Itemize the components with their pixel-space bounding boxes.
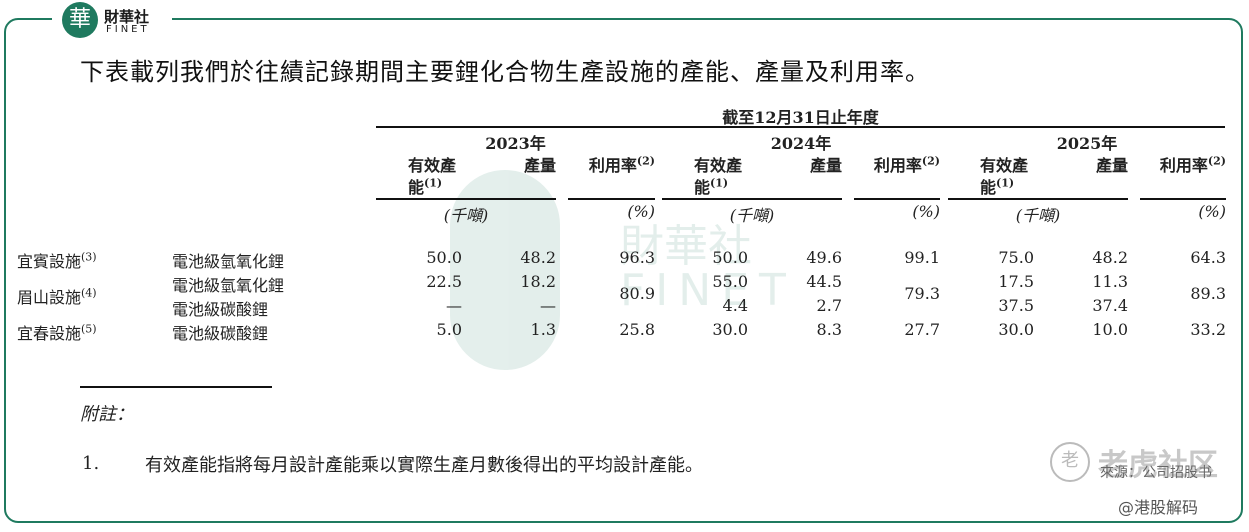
product-name: 電池級氫氧化鋰	[172, 252, 285, 271]
utilization-value: 64.3	[1190, 248, 1226, 267]
capacity-value: 37.5	[998, 296, 1034, 315]
output-value: 11.3	[1092, 272, 1128, 291]
super-header-rule	[376, 126, 1225, 128]
facility-name: 眉山設施(4)	[17, 286, 97, 307]
utilization-value: 80.9	[619, 284, 655, 303]
output-value: —	[540, 296, 556, 315]
capacity-header: 有效產	[408, 156, 457, 175]
notes-title: 附註：	[80, 404, 134, 425]
year-header: 2025年	[1056, 134, 1118, 153]
capacity-value: 4.4	[722, 296, 748, 315]
utilization-value: 25.8	[619, 320, 655, 339]
capacity-value: 22.5	[426, 272, 462, 291]
output-value: 48.2	[1092, 248, 1128, 267]
output-value: 8.3	[816, 320, 842, 339]
capacity-value: 50.0	[712, 248, 748, 267]
utilization-value: 99.1	[904, 248, 940, 267]
unit-percent: (%)	[627, 202, 655, 221]
output-value: 37.4	[1092, 296, 1128, 315]
brand-name-cn: 財華社	[104, 8, 150, 26]
output-value: 48.2	[520, 248, 556, 267]
utilization-rule	[568, 198, 655, 200]
super-header: 截至12月31日止年度	[722, 108, 879, 127]
tiger-logo-icon: 老	[1050, 442, 1090, 482]
utilization-header: 利用率(2)	[873, 154, 940, 175]
capacity-value: 75.0	[998, 248, 1034, 267]
capacity-header: 能(1)	[694, 176, 729, 197]
card-frame	[4, 18, 1243, 523]
note-number: 1.	[82, 453, 100, 474]
capacity-header: 能(1)	[408, 176, 443, 197]
unit-tons: (千噸)	[1015, 206, 1061, 225]
capacity-output-rule	[948, 198, 1128, 200]
product-name: 電池級碳酸鋰	[172, 324, 269, 343]
capacity-value: 50.0	[426, 248, 462, 267]
output-header: 產量	[1095, 156, 1128, 175]
unit-percent: (%)	[912, 202, 940, 221]
product-name: 電池級氫氧化鋰	[172, 276, 285, 295]
capacity-value: —	[446, 296, 462, 315]
finet-logo-icon: 華	[62, 2, 98, 38]
year-header: 2023年	[485, 134, 546, 153]
unit-tons: (千噸)	[729, 206, 775, 225]
output-value: 10.0	[1092, 320, 1128, 339]
capacity-value: 55.0	[712, 272, 748, 291]
capacity-output-rule	[662, 198, 842, 200]
product-name: 電池級碳酸鋰	[172, 300, 269, 319]
capacity-header: 有效產	[980, 156, 1029, 175]
unit-tons: (千噸)	[443, 206, 489, 225]
brand-name-en: FINET	[106, 24, 150, 35]
output-value: 49.6	[806, 248, 842, 267]
facility-name: 宜春設施(5)	[17, 322, 97, 343]
utilization-rule	[1140, 198, 1226, 200]
capacity-value: 17.5	[998, 272, 1034, 291]
notes-divider	[80, 386, 272, 388]
utilization-value: 89.3	[1190, 284, 1226, 303]
capacity-value: 30.0	[998, 320, 1034, 339]
utilization-value: 33.2	[1190, 320, 1226, 339]
tiger-community-watermark: 老虎社区	[1098, 448, 1218, 483]
unit-percent: (%)	[1198, 202, 1226, 221]
capacity-value: 5.0	[436, 320, 462, 339]
output-value: 1.3	[530, 320, 556, 339]
intro-text: 下表載列我們於往績記錄期間主要鋰化合物生產設施的產能、產量及利用率。	[80, 58, 930, 86]
year-header: 2024年	[770, 134, 832, 153]
output-value: 44.5	[806, 272, 842, 291]
utilization-value: 27.7	[904, 320, 940, 339]
facility-name: 宜賓設施(3)	[17, 250, 97, 271]
utilization-header: 利用率(2)	[1159, 154, 1226, 175]
note-text: 有效產能指將每月設計產能乘以實際生產月數後得出的平均設計產能。	[145, 455, 703, 476]
utilization-rule	[854, 198, 940, 200]
capacity-header: 能(1)	[980, 176, 1015, 197]
source-label: 來源：公司招股书	[1100, 465, 1212, 481]
author-handle: @港股解码	[1118, 498, 1199, 517]
utilization-value: 79.3	[904, 284, 940, 303]
capacity-value: 30.0	[712, 320, 748, 339]
output-value: 2.7	[816, 296, 842, 315]
utilization-header: 利用率(2)	[588, 154, 655, 175]
utilization-value: 96.3	[619, 248, 655, 267]
capacity-header: 有效產	[694, 156, 743, 175]
output-header: 產量	[523, 156, 556, 175]
output-header: 產量	[809, 156, 842, 175]
output-value: 18.2	[520, 272, 556, 291]
capacity-output-rule	[376, 198, 556, 200]
